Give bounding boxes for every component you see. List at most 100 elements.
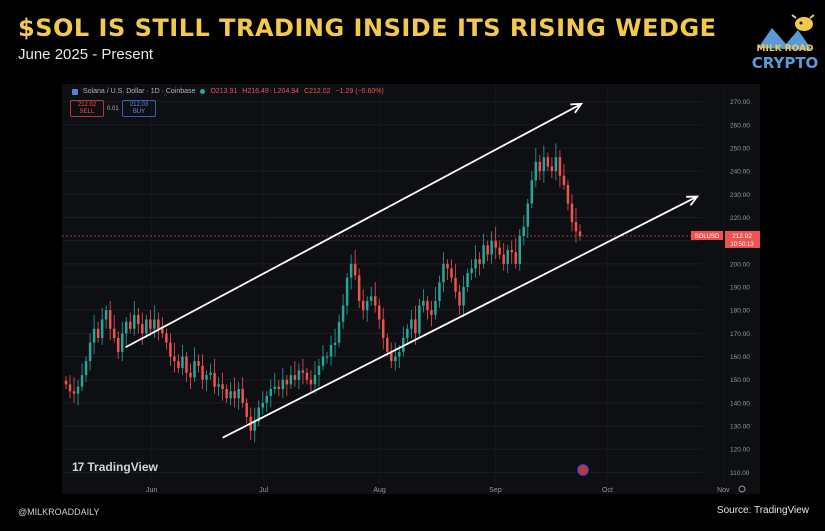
y-tick-label: 120.00 bbox=[730, 447, 750, 454]
candle bbox=[225, 388, 228, 399]
candle bbox=[92, 328, 96, 343]
sell-label: SELL bbox=[79, 109, 95, 115]
candle bbox=[574, 222, 578, 232]
candle bbox=[534, 161, 538, 181]
candle bbox=[285, 379, 289, 385]
candle bbox=[430, 310, 433, 315]
symbol-name[interactable]: Solana / U.S. Dollar · 1D · Coinbase bbox=[83, 88, 196, 95]
symbol-tag bbox=[691, 230, 723, 240]
ohlc-close: C212.02 bbox=[304, 88, 331, 95]
candle bbox=[217, 384, 220, 387]
candle bbox=[341, 305, 345, 322]
candle bbox=[518, 236, 522, 264]
candle bbox=[289, 375, 293, 385]
candle bbox=[361, 300, 365, 311]
candle bbox=[562, 175, 566, 186]
candlestick-chart[interactable]: 110.00120.00130.00140.00150.00160.00170.… bbox=[62, 84, 760, 494]
candle bbox=[141, 324, 144, 334]
price-chart[interactable]: 110.00 120.00 130.00 140.00 150.00 160.00 170.… bbox=[62, 84, 760, 494]
candle bbox=[313, 375, 317, 385]
candle bbox=[129, 321, 132, 329]
y-tick-label: 270.00 bbox=[730, 99, 750, 106]
candle bbox=[406, 328, 409, 338]
candle bbox=[96, 328, 100, 338]
event-marker-icon bbox=[577, 464, 589, 476]
social-handle: @MILKROADDAILY bbox=[18, 507, 100, 517]
buy-button[interactable]: 212.03 BUY bbox=[122, 100, 156, 117]
candle bbox=[309, 379, 313, 385]
solana-icon bbox=[72, 88, 78, 95]
y-tick-label: 160.00 bbox=[730, 354, 750, 361]
candle bbox=[373, 296, 377, 306]
sell-button[interactable]: 212.02 SELL bbox=[70, 100, 104, 117]
price-tag bbox=[725, 230, 760, 248]
candle bbox=[502, 254, 505, 264]
candle bbox=[297, 370, 301, 380]
candle bbox=[165, 333, 168, 343]
candle bbox=[510, 249, 513, 253]
milk-road-cow-icon: MILK ROAD CRYPTO bbox=[752, 14, 818, 72]
candle bbox=[414, 319, 417, 334]
wedge-upper-line-arrowhead bbox=[570, 102, 584, 114]
candle bbox=[120, 333, 124, 352]
candle bbox=[377, 305, 381, 320]
candle bbox=[173, 356, 176, 362]
candle bbox=[542, 157, 546, 172]
candle bbox=[112, 328, 116, 338]
candle bbox=[229, 391, 232, 399]
y-tick-label: 240.00 bbox=[730, 169, 750, 176]
y-tick-label: 190.00 bbox=[730, 285, 750, 292]
candle bbox=[470, 268, 473, 274]
sell-price: 212.02 bbox=[77, 102, 97, 108]
candle bbox=[369, 296, 373, 301]
candle bbox=[124, 321, 128, 334]
svg-text:MILK ROAD: MILK ROAD bbox=[757, 44, 814, 54]
candle bbox=[466, 273, 469, 287]
candle bbox=[273, 386, 277, 389]
y-tick-label: 250.00 bbox=[730, 145, 750, 152]
candle bbox=[498, 247, 501, 255]
candle bbox=[305, 372, 309, 380]
candle bbox=[454, 277, 457, 292]
candle bbox=[221, 384, 224, 389]
candle bbox=[241, 388, 244, 403]
candle bbox=[333, 342, 337, 345]
ohlc-open: O213.91 bbox=[210, 88, 238, 95]
price-tag-value: 212.02 bbox=[732, 233, 752, 240]
candle bbox=[490, 240, 493, 255]
x-tick-label: Jul bbox=[259, 487, 268, 494]
candle bbox=[530, 180, 534, 204]
tradingview-logo-icon: 17 bbox=[72, 460, 84, 474]
candle bbox=[337, 321, 341, 343]
x-tick-label: Nov bbox=[717, 487, 730, 494]
candle bbox=[205, 375, 208, 380]
candle bbox=[538, 161, 542, 172]
candle bbox=[450, 268, 453, 278]
candle bbox=[68, 384, 72, 392]
candle bbox=[181, 356, 184, 369]
candle bbox=[88, 342, 92, 362]
wedge-lower-line-arrowhead bbox=[686, 195, 700, 206]
y-tick-label: 230.00 bbox=[730, 192, 750, 199]
wedge-upper-line bbox=[125, 103, 582, 349]
candle bbox=[189, 372, 192, 378]
candle bbox=[201, 365, 204, 380]
candle bbox=[494, 240, 497, 248]
candle bbox=[349, 263, 353, 278]
candle bbox=[277, 386, 281, 389]
page-title: $SOL IS STILL TRADING INSIDE ITS RISING … bbox=[18, 14, 717, 42]
candle bbox=[422, 300, 425, 306]
candle bbox=[116, 337, 120, 352]
candle bbox=[145, 319, 148, 334]
candle bbox=[281, 379, 285, 389]
candle bbox=[293, 375, 297, 380]
candle bbox=[257, 407, 260, 422]
symbol-legend[interactable]: Solana / U.S. Dollar · 1D · Coinbase O21… bbox=[72, 88, 384, 95]
candle bbox=[506, 249, 509, 264]
candle bbox=[153, 319, 156, 329]
candle bbox=[434, 300, 437, 315]
x-tick-label: Sep bbox=[489, 487, 502, 494]
candle bbox=[84, 361, 88, 376]
candle bbox=[478, 259, 481, 264]
price-countdown: 10:50:13 bbox=[730, 242, 754, 248]
